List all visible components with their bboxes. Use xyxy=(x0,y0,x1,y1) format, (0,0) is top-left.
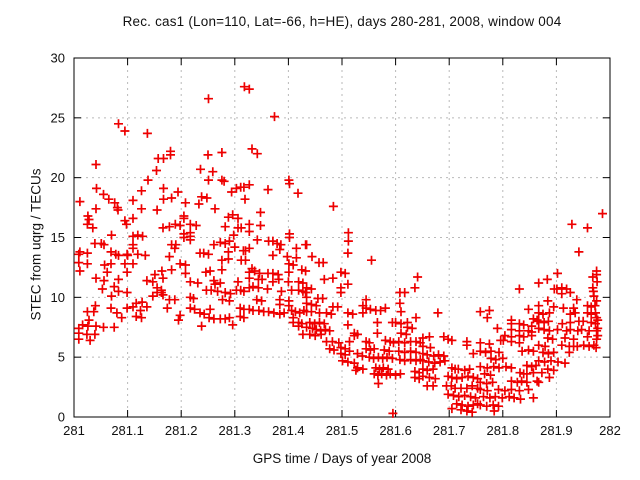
svg-text:281.8: 281.8 xyxy=(487,423,520,438)
svg-text:0: 0 xyxy=(58,410,65,425)
svg-text:30: 30 xyxy=(51,51,65,66)
scatter-points xyxy=(74,82,607,418)
svg-text:10: 10 xyxy=(51,290,65,305)
tick-marks xyxy=(73,57,611,418)
svg-text:281.9: 281.9 xyxy=(540,423,573,438)
svg-text:281.1: 281.1 xyxy=(111,423,144,438)
svg-text:281.2: 281.2 xyxy=(165,423,198,438)
x-axis-label: GPS time / Days of year 2008 xyxy=(252,451,432,466)
svg-text:281.6: 281.6 xyxy=(379,423,412,438)
svg-text:281: 281 xyxy=(63,423,85,438)
svg-text:5: 5 xyxy=(58,350,65,365)
svg-text:281.4: 281.4 xyxy=(272,423,305,438)
tick-labels: 281 281.1 281.2 281.3 281.4 281.5 281.6 281.7 28… xyxy=(51,51,621,439)
svg-text:281.7: 281.7 xyxy=(433,423,466,438)
svg-text:281.3: 281.3 xyxy=(219,423,252,438)
chart-title: Rec. cas1 (Lon=110, Lat=-66, h=HE), days… xyxy=(122,14,562,29)
svg-text:20: 20 xyxy=(51,170,65,185)
svg-text:15: 15 xyxy=(51,230,65,245)
svg-text:282: 282 xyxy=(599,423,621,438)
svg-text:25: 25 xyxy=(51,110,65,125)
svg-text:281.5: 281.5 xyxy=(326,423,359,438)
